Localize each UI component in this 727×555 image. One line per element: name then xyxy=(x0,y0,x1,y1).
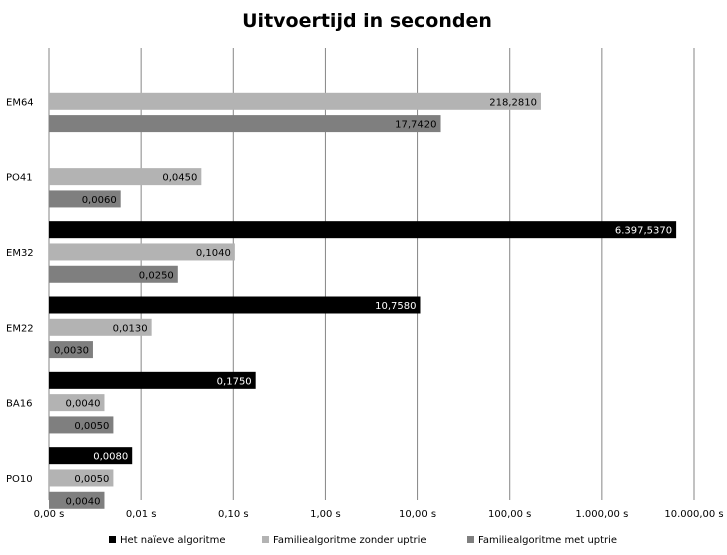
data-label: 0,0050 xyxy=(74,421,109,432)
data-label: 0,0060 xyxy=(82,195,117,206)
x-tick-labels: 0,00 s 0,01 s 0,10 s 1,00 s 10,00 s 100,00 s 1… xyxy=(34,509,724,520)
data-label: 0,1750 xyxy=(217,376,252,387)
data-label: 10,7580 xyxy=(375,301,416,312)
data-label: 0,1040 xyxy=(196,248,231,259)
bar xyxy=(49,371,256,389)
legend-label: Familiealgoritme zonder uptrie xyxy=(273,535,427,546)
data-label: 0,0040 xyxy=(65,399,100,410)
data-label: 0,0250 xyxy=(139,270,174,281)
bar xyxy=(49,318,152,336)
bar xyxy=(49,221,677,239)
bar xyxy=(49,168,202,186)
x-tick-label: 0,00 s xyxy=(34,509,65,520)
bar xyxy=(49,341,93,359)
bar xyxy=(49,243,235,261)
legend-swatch xyxy=(109,536,116,543)
chart-title: Uitvoertijd in seconden xyxy=(242,10,492,32)
x-tick-label: 0,10 s xyxy=(218,509,249,520)
category-label: BA16 xyxy=(6,399,32,410)
legend-swatch xyxy=(467,536,474,543)
bar xyxy=(49,469,114,487)
data-label: 6.397,5370 xyxy=(615,226,672,237)
x-tick-label: 0,01 s xyxy=(126,509,157,520)
bar xyxy=(49,92,541,110)
x-tick-label: 10,00 s xyxy=(399,509,436,520)
bar xyxy=(49,265,178,283)
x-tick-label: 100,00 s xyxy=(488,509,531,520)
data-label: 218,2810 xyxy=(489,97,537,108)
category-label: PO10 xyxy=(6,474,33,485)
bar xyxy=(49,190,121,208)
category-labels: EM64 PO41 EM32 EM22 BA16 PO10 xyxy=(6,97,34,485)
bar xyxy=(49,491,105,509)
data-label: 0,0050 xyxy=(74,474,109,485)
data-label: 0,0040 xyxy=(65,496,100,507)
legend-swatch xyxy=(262,536,269,543)
bar xyxy=(49,394,105,412)
data-label: 0,0450 xyxy=(162,173,197,184)
category-label: EM32 xyxy=(6,248,34,259)
data-label: 0,0030 xyxy=(54,346,89,357)
bars: 218,2810 17,7420 0,0450 0,0060 6.397,5370 0,1… xyxy=(49,92,677,509)
x-tick-label: 1,00 s xyxy=(310,509,341,520)
bar xyxy=(49,115,441,133)
data-label: 0,0080 xyxy=(93,452,128,463)
bar xyxy=(49,416,114,434)
bar xyxy=(49,447,133,465)
bar xyxy=(49,296,421,314)
legend-label: Familiealgoritme met uptrie xyxy=(478,535,617,546)
legend: Het naïeve algoritme Familiealgoritme zon… xyxy=(109,535,617,546)
category-label: EM22 xyxy=(6,323,34,334)
x-tick-label: 1.000,00 s xyxy=(575,509,628,520)
data-label: 17,7420 xyxy=(395,120,436,131)
category-label: PO41 xyxy=(6,173,33,184)
category-label: EM64 xyxy=(6,97,34,108)
x-tick-label: 10.000,00 s xyxy=(664,509,723,520)
data-label: 0,0130 xyxy=(113,323,148,334)
legend-label: Het naïeve algoritme xyxy=(120,535,226,546)
